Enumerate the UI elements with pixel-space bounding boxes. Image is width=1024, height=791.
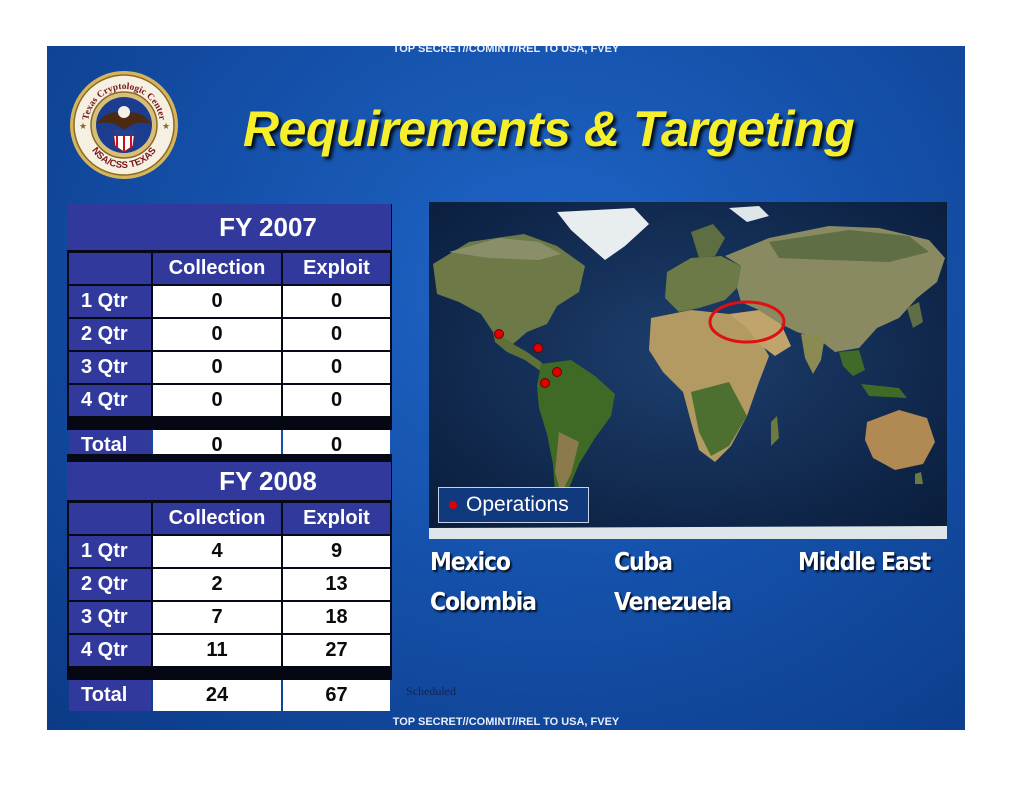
slide: TOP SECRET//COMINT//REL TO USA, FVEY ★ ★… <box>47 46 965 730</box>
scheduled-note: Scheduled <box>406 684 456 698</box>
region-label-middle-east: Middle East <box>798 547 931 576</box>
fy2007-collection-value: 0 <box>153 286 281 317</box>
fy2007-separator <box>67 416 392 430</box>
region-label-cuba: Cuba <box>614 547 673 576</box>
fy2007-exploit-header: Exploit <box>283 253 390 284</box>
fy2008-row-label: 3 Qtr <box>69 602 151 633</box>
operation-marker <box>533 343 543 353</box>
page-title: Requirements & Targeting <box>243 101 855 157</box>
fy2007-exploit-value: 0 <box>283 385 390 416</box>
classification-banner-top: TOP SECRET//COMINT//REL TO USA, FVEY <box>392 46 620 55</box>
fy2007-exploit-value: 0 <box>283 319 390 350</box>
fy2008-separator <box>67 666 392 680</box>
legend-label: Operations <box>466 493 569 516</box>
fy2008-row-label: 4 Qtr <box>69 635 151 666</box>
fy2007-exploit-value: 0 <box>283 352 390 383</box>
operation-marker <box>540 378 550 388</box>
fy2008-title: FY 2008 <box>67 462 391 500</box>
fy2008-total-collection: 24 <box>153 680 281 711</box>
fy2008-row-label: 1 Qtr <box>69 536 151 567</box>
operation-marker <box>552 367 562 377</box>
fy2008-exploit-value: 27 <box>283 635 390 666</box>
fy2007-exploit-value: 0 <box>283 286 390 317</box>
fy2007-row-label: 4 Qtr <box>69 385 151 416</box>
fy2008-exploit-value: 13 <box>283 569 390 600</box>
fy2007-collection-value: 0 <box>153 319 281 350</box>
svg-text:★: ★ <box>79 122 87 132</box>
fy2008-exploit-header: Exploit <box>283 503 390 534</box>
middle-east-highlight <box>708 300 786 344</box>
operation-marker <box>494 329 504 339</box>
fy2008-exploit-value: 9 <box>283 536 390 567</box>
fy2008-total-exploit: 67 <box>283 680 390 711</box>
fy2008-row-label: 2 Qtr <box>69 569 151 600</box>
fy2008-exploit-value: 18 <box>283 602 390 633</box>
fy2007-collection-value: 0 <box>153 352 281 383</box>
fy2008-corner-cell <box>69 503 151 534</box>
texas-cryptologic-center-seal-icon: ★ ★ Texas Cryptologic Center NSA/CSS TEX… <box>70 71 178 179</box>
fy2007-row-label: 3 Qtr <box>69 352 151 383</box>
region-label-venezuela: Venezuela <box>614 587 732 616</box>
fy2007-row-label: 1 Qtr <box>69 286 151 317</box>
svg-text:★: ★ <box>162 122 170 132</box>
fy2008-collection-value: 11 <box>153 635 281 666</box>
map-legend: Operations <box>438 487 589 523</box>
fy2008-total-label: Total <box>69 680 151 711</box>
region-label-mexico: Mexico <box>430 547 511 576</box>
fy2007-row-label: 2 Qtr <box>69 319 151 350</box>
fy2008-collection-value: 4 <box>153 536 281 567</box>
region-label-colombia: Colombia <box>430 587 537 616</box>
fy2007-corner-cell <box>69 253 151 284</box>
fy2008-collection-value: 7 <box>153 602 281 633</box>
legend-marker-icon <box>449 501 457 509</box>
world-map-icon <box>429 202 947 539</box>
fy2008-collection-value: 2 <box>153 569 281 600</box>
classification-banner-bottom: TOP SECRET//COMINT//REL TO USA, FVEY <box>392 716 620 728</box>
fy2007-title: FY 2007 <box>67 204 391 250</box>
fy2008-collection-header: Collection <box>153 503 281 534</box>
fy2007-collection-value: 0 <box>153 385 281 416</box>
fy2007-collection-header: Collection <box>153 253 281 284</box>
